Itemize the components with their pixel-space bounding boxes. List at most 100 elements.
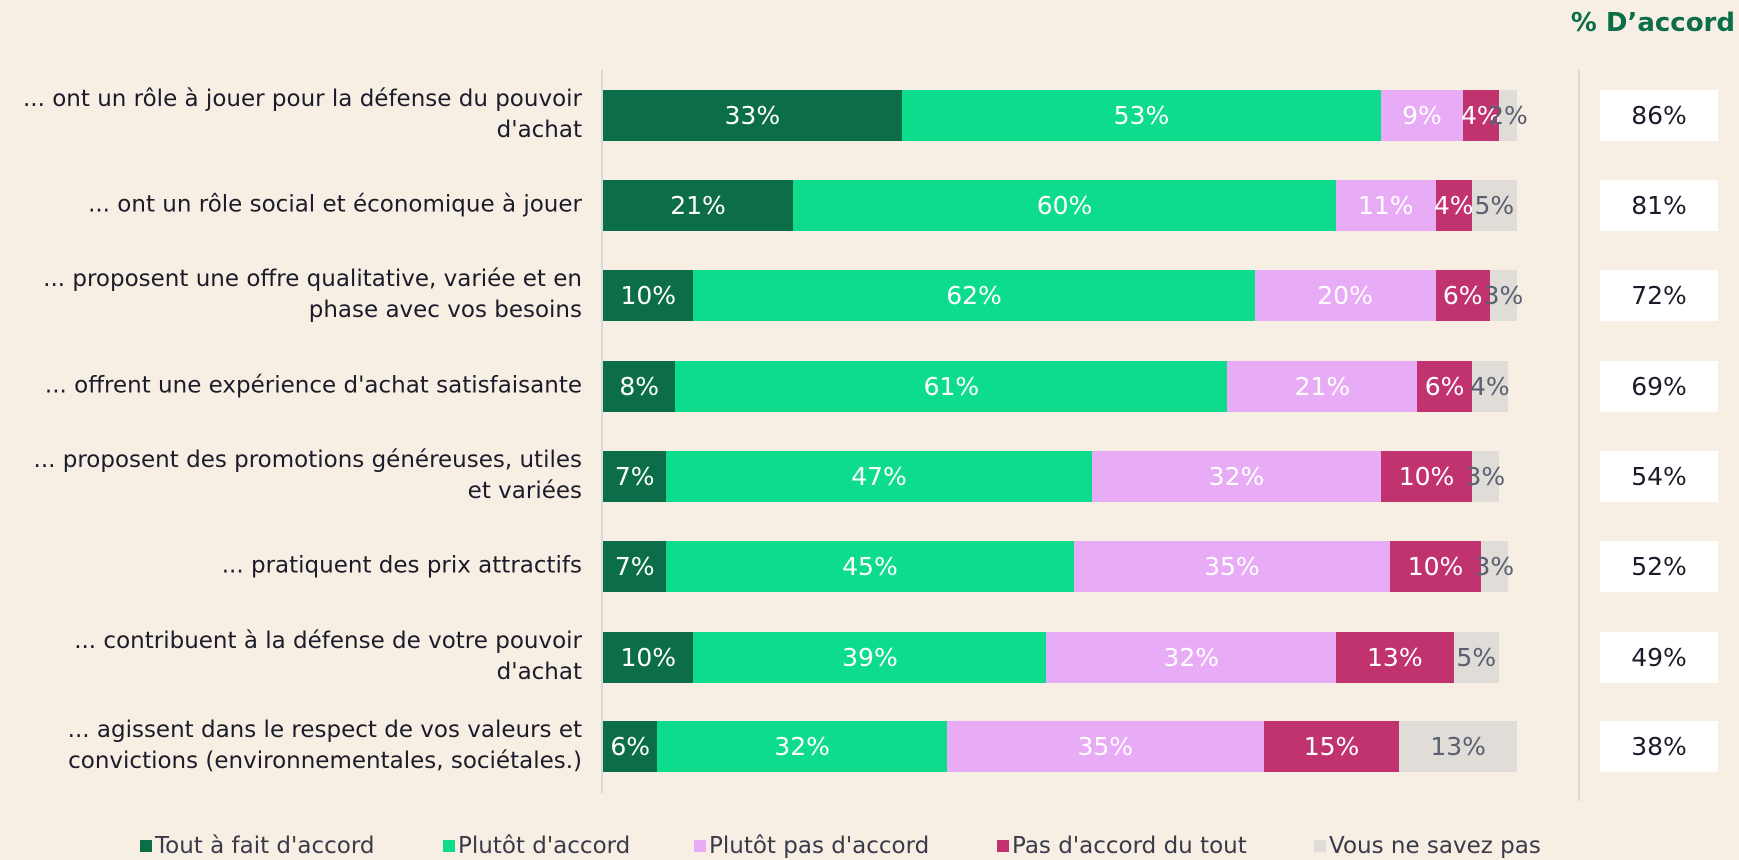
bar-segment: 7% xyxy=(603,451,667,502)
bar-segment: 32% xyxy=(1046,632,1336,683)
value-label: 60% xyxy=(1036,191,1093,220)
value-label: 32% xyxy=(774,732,830,761)
agree-box: 86% xyxy=(1600,90,1718,141)
legend-item: Plutôt pas d'accord xyxy=(694,833,929,859)
value-label: 7% xyxy=(614,462,655,491)
value-label: 3% xyxy=(1483,281,1524,310)
value-label: 61% xyxy=(923,372,980,401)
bar-segment: 61% xyxy=(675,361,1228,412)
category-label: ... ont un rôle à jouer pour la défense … xyxy=(22,86,582,143)
bar-segment: 15% xyxy=(1263,721,1400,772)
agree-box: 69% xyxy=(1600,361,1718,412)
category-label: ... ont un rôle social et économique à j… xyxy=(88,191,582,218)
agree-label: 72% xyxy=(1631,281,1687,310)
value-label: 47% xyxy=(851,462,907,491)
value-label: 32% xyxy=(1208,462,1265,491)
bar-segment: 45% xyxy=(666,541,1074,592)
bar-segment: 60% xyxy=(793,180,1336,231)
agree-label: 49% xyxy=(1631,643,1687,672)
category-label: ... proposent une offre qualitative, var… xyxy=(43,266,582,323)
legend-label: Vous ne savez pas xyxy=(1329,833,1541,859)
value-label: 20% xyxy=(1317,281,1373,310)
value-label: 5% xyxy=(1474,191,1515,220)
bar-segment: 11% xyxy=(1336,180,1436,231)
value-label: 33% xyxy=(724,101,781,130)
bar-segment: 13% xyxy=(1399,721,1517,772)
value-label: 6% xyxy=(610,732,650,761)
bar-segment: 8% xyxy=(603,361,676,412)
legend-label: Pas d'accord du tout xyxy=(1012,833,1247,859)
bar-segment: 3% xyxy=(1484,270,1523,321)
bar-segment: 6% xyxy=(1417,361,1472,412)
bar-segment: 10% xyxy=(1390,541,1481,592)
bar-segment: 35% xyxy=(946,721,1264,772)
agree-label: 38% xyxy=(1631,732,1687,761)
legend-label: Plutôt d'accord xyxy=(458,833,631,859)
value-label: 21% xyxy=(1294,372,1351,401)
legend-item: Plutôt d'accord xyxy=(443,833,630,859)
value-label: 5% xyxy=(1456,643,1497,672)
bar-segment: 21% xyxy=(603,180,794,231)
value-label: 35% xyxy=(1077,732,1134,761)
value-label: 10% xyxy=(1407,552,1464,581)
agree-label: 52% xyxy=(1631,552,1687,581)
category-label: ... offrent une expérience d'achat satis… xyxy=(44,372,582,399)
bar-segment: 4% xyxy=(1460,90,1501,141)
bar-segment: 7% xyxy=(603,541,667,592)
legend-item: Tout à fait d'accord xyxy=(140,833,374,859)
value-label: 3% xyxy=(1465,462,1506,491)
value-label: 6% xyxy=(1442,281,1483,310)
bar-segment: 13% xyxy=(1336,632,1454,683)
value-label: 13% xyxy=(1430,732,1486,761)
legend-item: Pas d'accord du tout xyxy=(997,833,1247,859)
bar-segment: 6% xyxy=(603,721,658,772)
value-label: 4% xyxy=(1433,191,1474,220)
agree-box: 49% xyxy=(1600,632,1718,683)
category-label: ... pratiquent des prix attractifs xyxy=(221,552,582,579)
value-label: 32% xyxy=(1163,643,1219,672)
value-label: 39% xyxy=(842,643,898,672)
value-label: 10% xyxy=(620,643,677,672)
value-label: 8% xyxy=(619,372,660,401)
bar-segment: 6% xyxy=(1435,270,1490,321)
bar-segment: 4% xyxy=(1470,361,1510,412)
agree-box: 38% xyxy=(1600,721,1718,772)
value-label: 10% xyxy=(620,281,677,310)
value-label: 9% xyxy=(1402,101,1442,130)
value-label: 2% xyxy=(1488,101,1528,130)
agree-label: 81% xyxy=(1631,191,1687,220)
bar-segment: 32% xyxy=(657,721,947,772)
bar-segment: 10% xyxy=(603,632,694,683)
bar-segment: 5% xyxy=(1471,180,1517,231)
value-label: 3% xyxy=(1474,552,1515,581)
bar-segment: 21% xyxy=(1227,361,1418,412)
value-label: 45% xyxy=(842,552,898,581)
value-label: 6% xyxy=(1424,372,1465,401)
category-label: ... contribuent à la défense de votre po… xyxy=(74,628,582,685)
bar-segment: 39% xyxy=(693,632,1047,683)
value-label: 10% xyxy=(1398,462,1455,491)
value-label: 53% xyxy=(1113,101,1170,130)
bar-segment: 53% xyxy=(901,90,1382,141)
legend-swatch xyxy=(997,840,1009,852)
agree-label: 86% xyxy=(1631,101,1687,130)
value-label: 35% xyxy=(1204,552,1260,581)
bar-segment: 20% xyxy=(1254,270,1436,321)
value-label: 4% xyxy=(1460,101,1501,130)
bar-segment: 5% xyxy=(1453,632,1499,683)
agree-title: % D’accord xyxy=(1570,8,1735,38)
legend-item: Vous ne savez pas xyxy=(1314,833,1541,859)
value-label: 15% xyxy=(1303,732,1360,761)
legend-swatch xyxy=(140,840,152,852)
bar-segment: 9% xyxy=(1381,90,1463,141)
bar-segment: 3% xyxy=(1465,451,1505,502)
agree-label: 69% xyxy=(1631,372,1687,401)
agree-box: 54% xyxy=(1600,451,1718,502)
agree-box: 52% xyxy=(1600,541,1718,592)
value-label: 7% xyxy=(614,552,655,581)
value-label: 62% xyxy=(946,281,1002,310)
legend-swatch xyxy=(1314,840,1326,852)
value-label: 11% xyxy=(1357,191,1414,220)
bar-segment: 10% xyxy=(603,270,694,321)
